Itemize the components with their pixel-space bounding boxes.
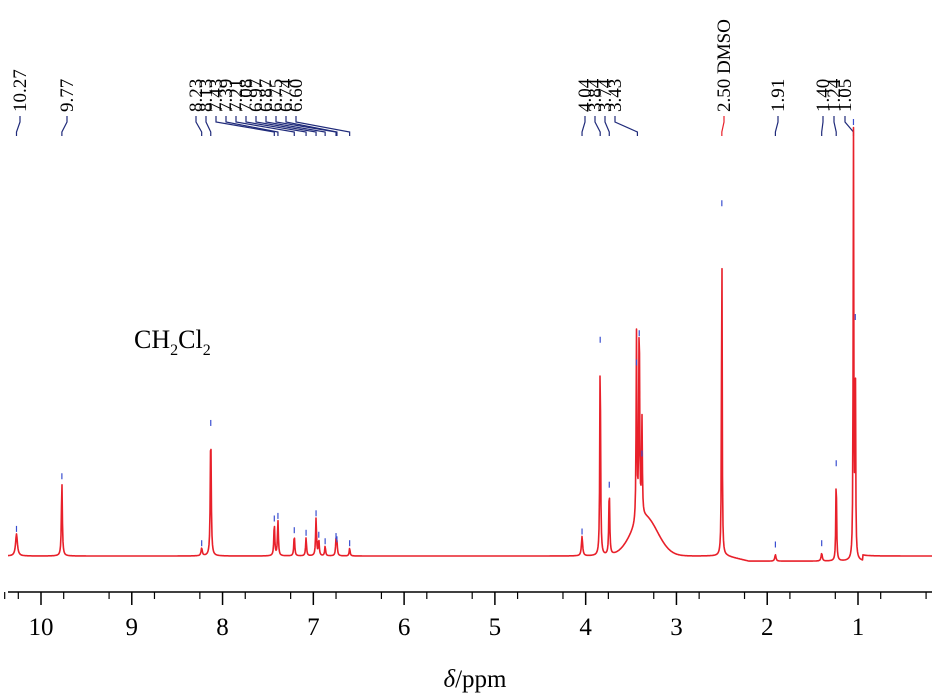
solvent-label-base: CH — [134, 325, 170, 354]
peak-label-leader — [581, 116, 586, 136]
peak-label-leader — [594, 116, 601, 136]
peak-shift-label: 7.21 — [226, 79, 247, 112]
peak-shift-label: 1.05 — [835, 79, 856, 112]
peak-shift-label: 3.43 — [605, 79, 626, 112]
peak-label-leader — [61, 116, 68, 136]
peak-shift-label: 4.04 — [575, 78, 596, 112]
peak-label-leader — [604, 116, 610, 136]
x-axis-title-symbol: δ — [443, 666, 455, 693]
spectrum-series-line — [7, 126, 932, 562]
peak-label-leader — [774, 116, 779, 136]
peak-label-leader — [195, 116, 203, 136]
peak-label-leader — [821, 116, 824, 136]
peak-labels-group: 10.27 9.77 8.238.137.437.397.217.086.976.8… — [10, 19, 856, 136]
peak-shift-label: 10.27 — [10, 69, 31, 112]
x-tick-label: 9 — [126, 614, 139, 641]
peak-shift-label: 6.97 — [246, 79, 267, 112]
peak-label-leader — [215, 116, 275, 136]
peak-label-leader — [833, 116, 837, 136]
peak-label-leader — [245, 116, 307, 136]
x-tick-label: 3 — [670, 614, 683, 641]
solvent-label-mid: Cl — [178, 325, 203, 354]
peak-shift-label: 7.39 — [216, 79, 237, 112]
x-ticks-group: 10 9 8 7 6 5 4 3 2 1 — [4, 592, 927, 641]
x-tick-label: 5 — [489, 614, 502, 641]
peak-shift-label: 9.77 — [57, 79, 78, 112]
peak-shift-label: 1.24 — [824, 78, 845, 112]
peak-label-leader — [15, 116, 21, 136]
x-axis-title: δ/ppm — [443, 666, 507, 693]
peak-label-leader — [225, 116, 279, 136]
x-tick-label: 7 — [307, 614, 320, 641]
x-tick-label: 8 — [216, 614, 229, 641]
peak-label-leader — [295, 116, 351, 136]
x-axis-title-unit: /ppm — [455, 666, 507, 693]
peak-label-leader — [255, 116, 317, 136]
peak-shift-label: 3.74 — [595, 78, 616, 112]
peak-label-leader — [275, 116, 337, 136]
peak-shift-label: 6.74 — [276, 78, 297, 112]
peak-label-leader — [265, 116, 326, 136]
peak-label-leader — [614, 116, 639, 136]
peak-shift-label: 7.43 — [206, 79, 227, 112]
x-tick-label: 6 — [398, 614, 411, 641]
solvent-label-sub2: 2 — [203, 342, 211, 359]
x-tick-label: 1 — [852, 614, 865, 641]
peak-shift-label: 1.40 — [813, 79, 834, 112]
x-tick-label: 4 — [579, 614, 592, 641]
peak-label-leader — [205, 116, 212, 136]
peak-shift-label: 8.13 — [196, 79, 217, 112]
x-tick-label: 10 — [29, 614, 54, 641]
peak-label-leader — [844, 116, 855, 136]
peak-shift-label: 6.60 — [286, 79, 307, 112]
peak-shift-label: 1.91 — [768, 79, 789, 112]
peak-markers-group — [15, 119, 856, 548]
peak-label-leader — [285, 116, 338, 136]
solvent-label-sub1: 2 — [170, 342, 178, 359]
peak-shift-label: 6.87 — [256, 79, 277, 112]
peak-label-leader — [235, 116, 295, 136]
peak-shift-label: 7.08 — [236, 79, 257, 112]
peak-shift-label: 2.50 DMSO — [714, 19, 735, 112]
peak-shift-label: 3.84 — [585, 78, 606, 112]
peak-shift-label: 6.75 — [266, 79, 287, 112]
peak-label-leader — [721, 116, 725, 136]
peak-shift-label: 8.23 — [186, 79, 207, 112]
x-tick-label: 2 — [761, 614, 774, 641]
solvent-annotation-label: CH2Cl2 — [134, 325, 211, 359]
